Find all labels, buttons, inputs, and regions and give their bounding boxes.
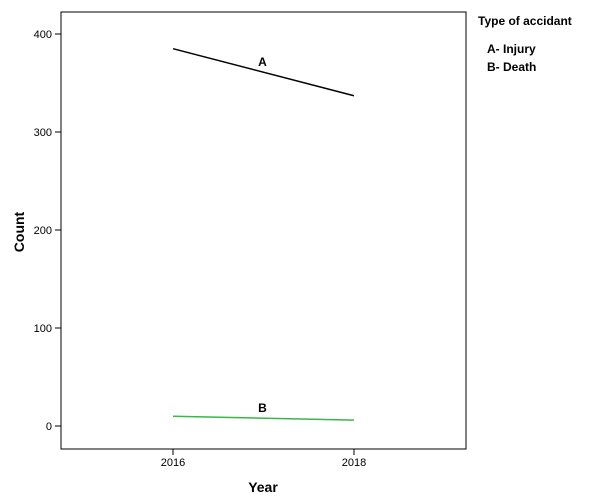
y-tick-label: 200	[34, 225, 52, 237]
x-axis: 2016 2018	[161, 449, 366, 469]
legend-entry-a: A- Injury	[487, 42, 536, 56]
y-tick-label: 100	[34, 323, 52, 335]
series-label-a: A	[258, 55, 267, 69]
series-line-b	[172, 415, 355, 421]
series-line-a	[172, 47, 355, 97]
y-axis-title: Count	[11, 211, 27, 252]
y-tick-label: 400	[34, 29, 52, 41]
plot-frame	[60, 11, 467, 450]
x-axis-title: Year	[248, 479, 278, 495]
series-label-b: B	[258, 401, 267, 415]
x-tick-label: 2016	[161, 457, 185, 469]
series-lines: AB	[172, 47, 355, 421]
y-axis: 0 100 200 300 400	[34, 29, 61, 433]
y-tick-label: 300	[34, 127, 52, 139]
x-tick-label: 2018	[342, 457, 366, 469]
legend: Type of accidant A- Injury B- Death	[478, 14, 572, 78]
y-tick-label: 0	[46, 421, 52, 433]
legend-entry-b: B- Death	[487, 60, 537, 74]
legend-title: Type of accidant	[478, 14, 572, 28]
